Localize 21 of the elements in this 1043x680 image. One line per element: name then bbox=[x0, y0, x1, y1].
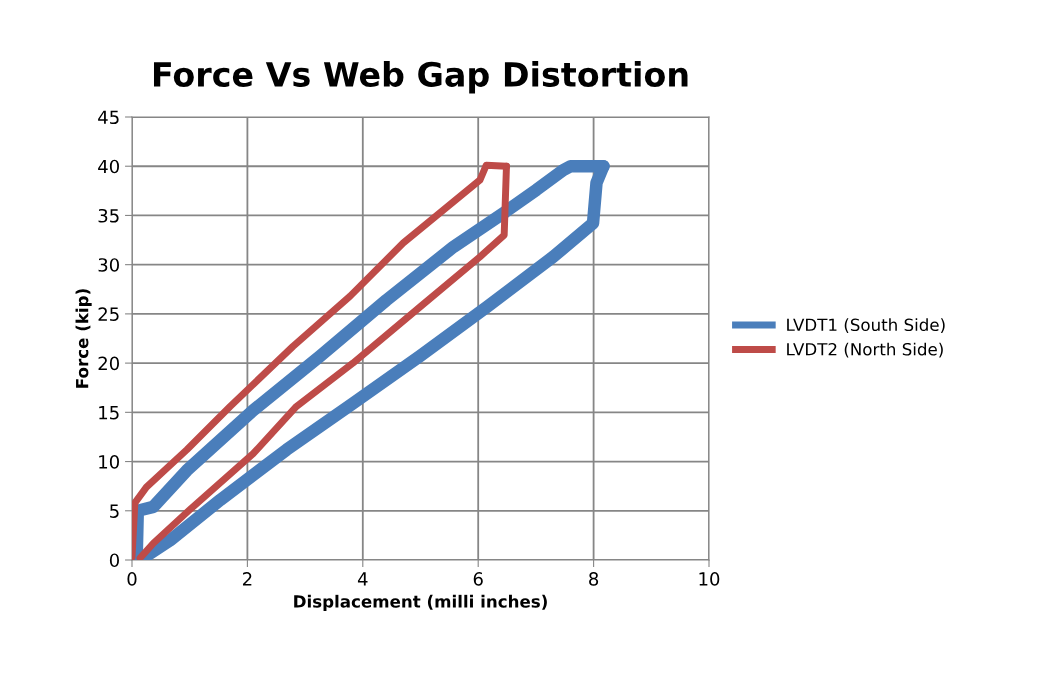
y-tick-label: 20 bbox=[98, 356, 119, 371]
x-tick-label: 10 bbox=[699, 572, 720, 586]
x-tick-label: 6 bbox=[473, 572, 483, 586]
x-tick-label: 8 bbox=[589, 572, 599, 586]
y-tick-label: 25 bbox=[98, 307, 119, 322]
y-tick-label: 35 bbox=[98, 208, 119, 223]
chart-title: Force Vs Web Gap Distortion bbox=[153, 61, 688, 94]
y-tick-label: 5 bbox=[110, 504, 119, 518]
legend-label: LVDT2 (North Side) bbox=[787, 342, 943, 358]
y-tick-label: 40 bbox=[98, 159, 119, 174]
y-tick-label: 10 bbox=[99, 455, 119, 469]
x-axis-title: Displacement (milli inches) bbox=[294, 594, 547, 611]
y-tick-label: 0 bbox=[109, 553, 119, 568]
y-tick-label: 15 bbox=[99, 406, 119, 420]
x-tick-label: 0 bbox=[127, 572, 137, 586]
y-axis-title: Force (kip) bbox=[75, 289, 92, 388]
y-tick-label: 30 bbox=[98, 258, 119, 272]
legend-label: LVDT1 (South Side) bbox=[787, 318, 945, 334]
x-tick-label: 2 bbox=[242, 572, 252, 586]
y-tick-label: 45 bbox=[98, 110, 119, 125]
x-tick-label: 4 bbox=[357, 572, 368, 586]
